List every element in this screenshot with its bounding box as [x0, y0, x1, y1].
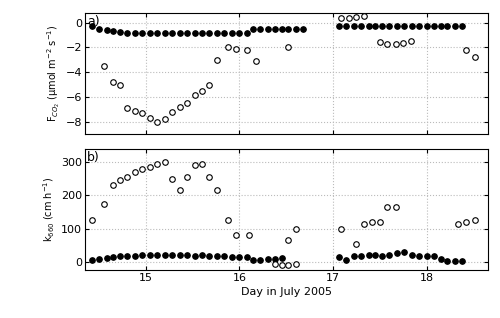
- Y-axis label: k$_{660}$ (cm h$^{-1}$): k$_{660}$ (cm h$^{-1}$): [42, 177, 57, 242]
- Text: a): a): [87, 15, 100, 28]
- Y-axis label: F$_{CO_2}$ (μmol m$^{-2}$ s$^{-1}$): F$_{CO_2}$ (μmol m$^{-2}$ s$^{-1}$): [44, 25, 62, 122]
- X-axis label: Day in July 2005: Day in July 2005: [241, 287, 332, 297]
- Text: b): b): [87, 151, 100, 164]
